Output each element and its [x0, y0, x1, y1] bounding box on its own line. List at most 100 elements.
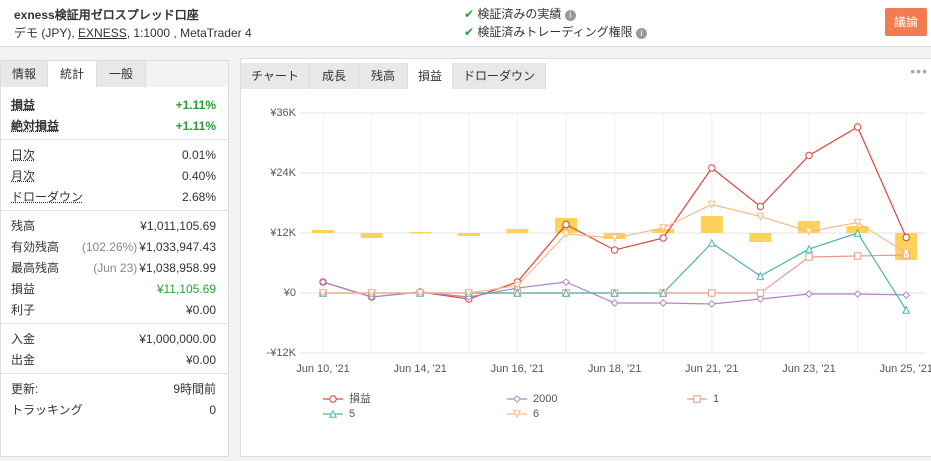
- legend-marker: [513, 395, 521, 403]
- point: [707, 238, 716, 247]
- account-subtitle: デモ (JPY), EXNESS, 1:1000 , MetaTrader 4: [14, 24, 252, 41]
- stat-value: +1.11%: [176, 116, 216, 136]
- point: [659, 224, 668, 233]
- stat-label: 有効残高: [11, 240, 60, 254]
- stat-value: 9時間前: [173, 379, 216, 399]
- bar: [895, 233, 918, 260]
- panel-tab[interactable]: 情報: [1, 61, 48, 87]
- header: exness検証用ゼロスプレッド口座 デモ (JPY), EXNESS, 1:1…: [0, 0, 931, 47]
- legend-marker: [329, 395, 337, 403]
- point: [561, 288, 571, 297]
- stat-label: トラッキング: [11, 403, 83, 417]
- stat-note: (102.26%): [81, 240, 138, 254]
- point: [853, 228, 862, 237]
- bar: [749, 233, 772, 242]
- chart-tab[interactable]: 成長: [310, 63, 359, 89]
- point: [756, 295, 765, 303]
- stat-number: ¥1,033,947.43: [139, 240, 216, 254]
- verified-text: 検証済みトレーディング権限: [477, 25, 633, 39]
- tab-strip-fill: [146, 61, 228, 87]
- legend-marker: [328, 409, 338, 418]
- separator: [1, 210, 228, 211]
- stat-number: 0.01%: [181, 148, 216, 162]
- stat-number: 0.40%: [181, 169, 216, 183]
- bar: [506, 229, 529, 233]
- legend-label: 6: [533, 408, 539, 420]
- stat-value: 0: [209, 400, 216, 420]
- point: [708, 164, 716, 172]
- stat-value: (102.26%) ¥1,033,947.43: [82, 237, 216, 257]
- stat-row: 有効残高 (102.26%) ¥1,033,947.43: [11, 237, 216, 257]
- stat-number: ¥0.00: [185, 303, 216, 317]
- point: [853, 252, 862, 260]
- x-tick-label: Jun 25, '21: [879, 363, 931, 375]
- stat-label: 残高: [11, 219, 36, 233]
- point: [659, 288, 668, 297]
- subtitle-text: , 1:1000 , MetaTrader 4: [126, 26, 252, 40]
- point: [756, 212, 765, 221]
- chart-tab[interactable]: ドローダウン: [453, 63, 546, 89]
- x-tick-label: Jun 21, '21: [685, 363, 738, 375]
- bar: [409, 232, 432, 234]
- stat-number: 2.68%: [181, 190, 216, 204]
- stat-label: ドローダウン: [11, 190, 84, 204]
- point: [805, 290, 813, 298]
- stat-row: 残高 ¥1,011,105.69: [11, 216, 216, 236]
- chart-tab[interactable]: 残高: [359, 63, 408, 89]
- stat-value: 0.01%: [182, 145, 216, 165]
- stat-value: ¥11,105.69: [157, 279, 216, 299]
- point: [367, 289, 376, 298]
- stat-label: 絶対損益: [11, 119, 60, 133]
- point: [562, 220, 570, 229]
- stat-number: ¥11,105.69: [156, 282, 216, 296]
- chart-tab[interactable]: 損益: [408, 63, 453, 89]
- stat-label: 月次: [11, 169, 36, 183]
- stat-label: 利子: [11, 303, 36, 317]
- point: [416, 289, 425, 298]
- panel-tab[interactable]: 統計: [48, 61, 97, 87]
- stat-row: 月次 0.40%: [11, 166, 216, 186]
- stat-number: ¥1,038,958.99: [139, 261, 216, 275]
- y-tick-label: ¥24K: [269, 167, 296, 179]
- point: [756, 271, 765, 280]
- stat-label: 損益: [11, 282, 36, 296]
- point: [318, 289, 328, 298]
- stat-row: 損益 +1.11%: [11, 95, 216, 115]
- point: [804, 244, 814, 253]
- stat-row: 利子 ¥0.00: [11, 300, 216, 320]
- discuss-button[interactable]: 議論: [885, 8, 927, 36]
- stat-row: 入金 ¥1,000,000.00: [11, 329, 216, 349]
- more-menu[interactable]: •••: [910, 63, 928, 79]
- stat-row: 出金 ¥0.00: [11, 350, 216, 370]
- legend-label: 2000: [533, 393, 557, 405]
- x-tick-label: Jun 23, '21: [782, 363, 835, 375]
- stat-value: ¥1,011,105.69: [140, 216, 216, 236]
- stat-value: ¥0.00: [186, 300, 216, 320]
- legend-label: 5: [349, 408, 355, 420]
- x-tick-label: Jun 10, '21: [296, 363, 349, 375]
- stat-value: 0.40%: [182, 166, 216, 186]
- y-tick-label: ¥0: [283, 287, 296, 299]
- point: [610, 288, 619, 297]
- panel-tab[interactable]: 一般: [97, 61, 146, 87]
- bar: [360, 233, 383, 238]
- stat-number: +1.11%: [175, 98, 216, 112]
- x-tick-label: Jun 14, '21: [393, 363, 446, 375]
- point: [610, 299, 619, 307]
- legend-marker: [512, 410, 522, 419]
- point: [659, 234, 667, 242]
- point: [513, 281, 522, 290]
- point: [902, 249, 911, 258]
- broker-link[interactable]: EXNESS: [78, 26, 127, 40]
- stat-value: +1.11%: [176, 95, 216, 115]
- chart-tab[interactable]: チャート: [241, 63, 310, 89]
- point: [902, 291, 911, 299]
- point: [562, 278, 570, 286]
- point: [707, 300, 716, 308]
- verified-text: 検証済みの実績: [477, 7, 562, 21]
- point: [561, 230, 571, 239]
- x-tick-label: Jun 16, '21: [491, 363, 544, 375]
- y-tick-label: ¥36K: [269, 107, 296, 119]
- point: [853, 123, 862, 131]
